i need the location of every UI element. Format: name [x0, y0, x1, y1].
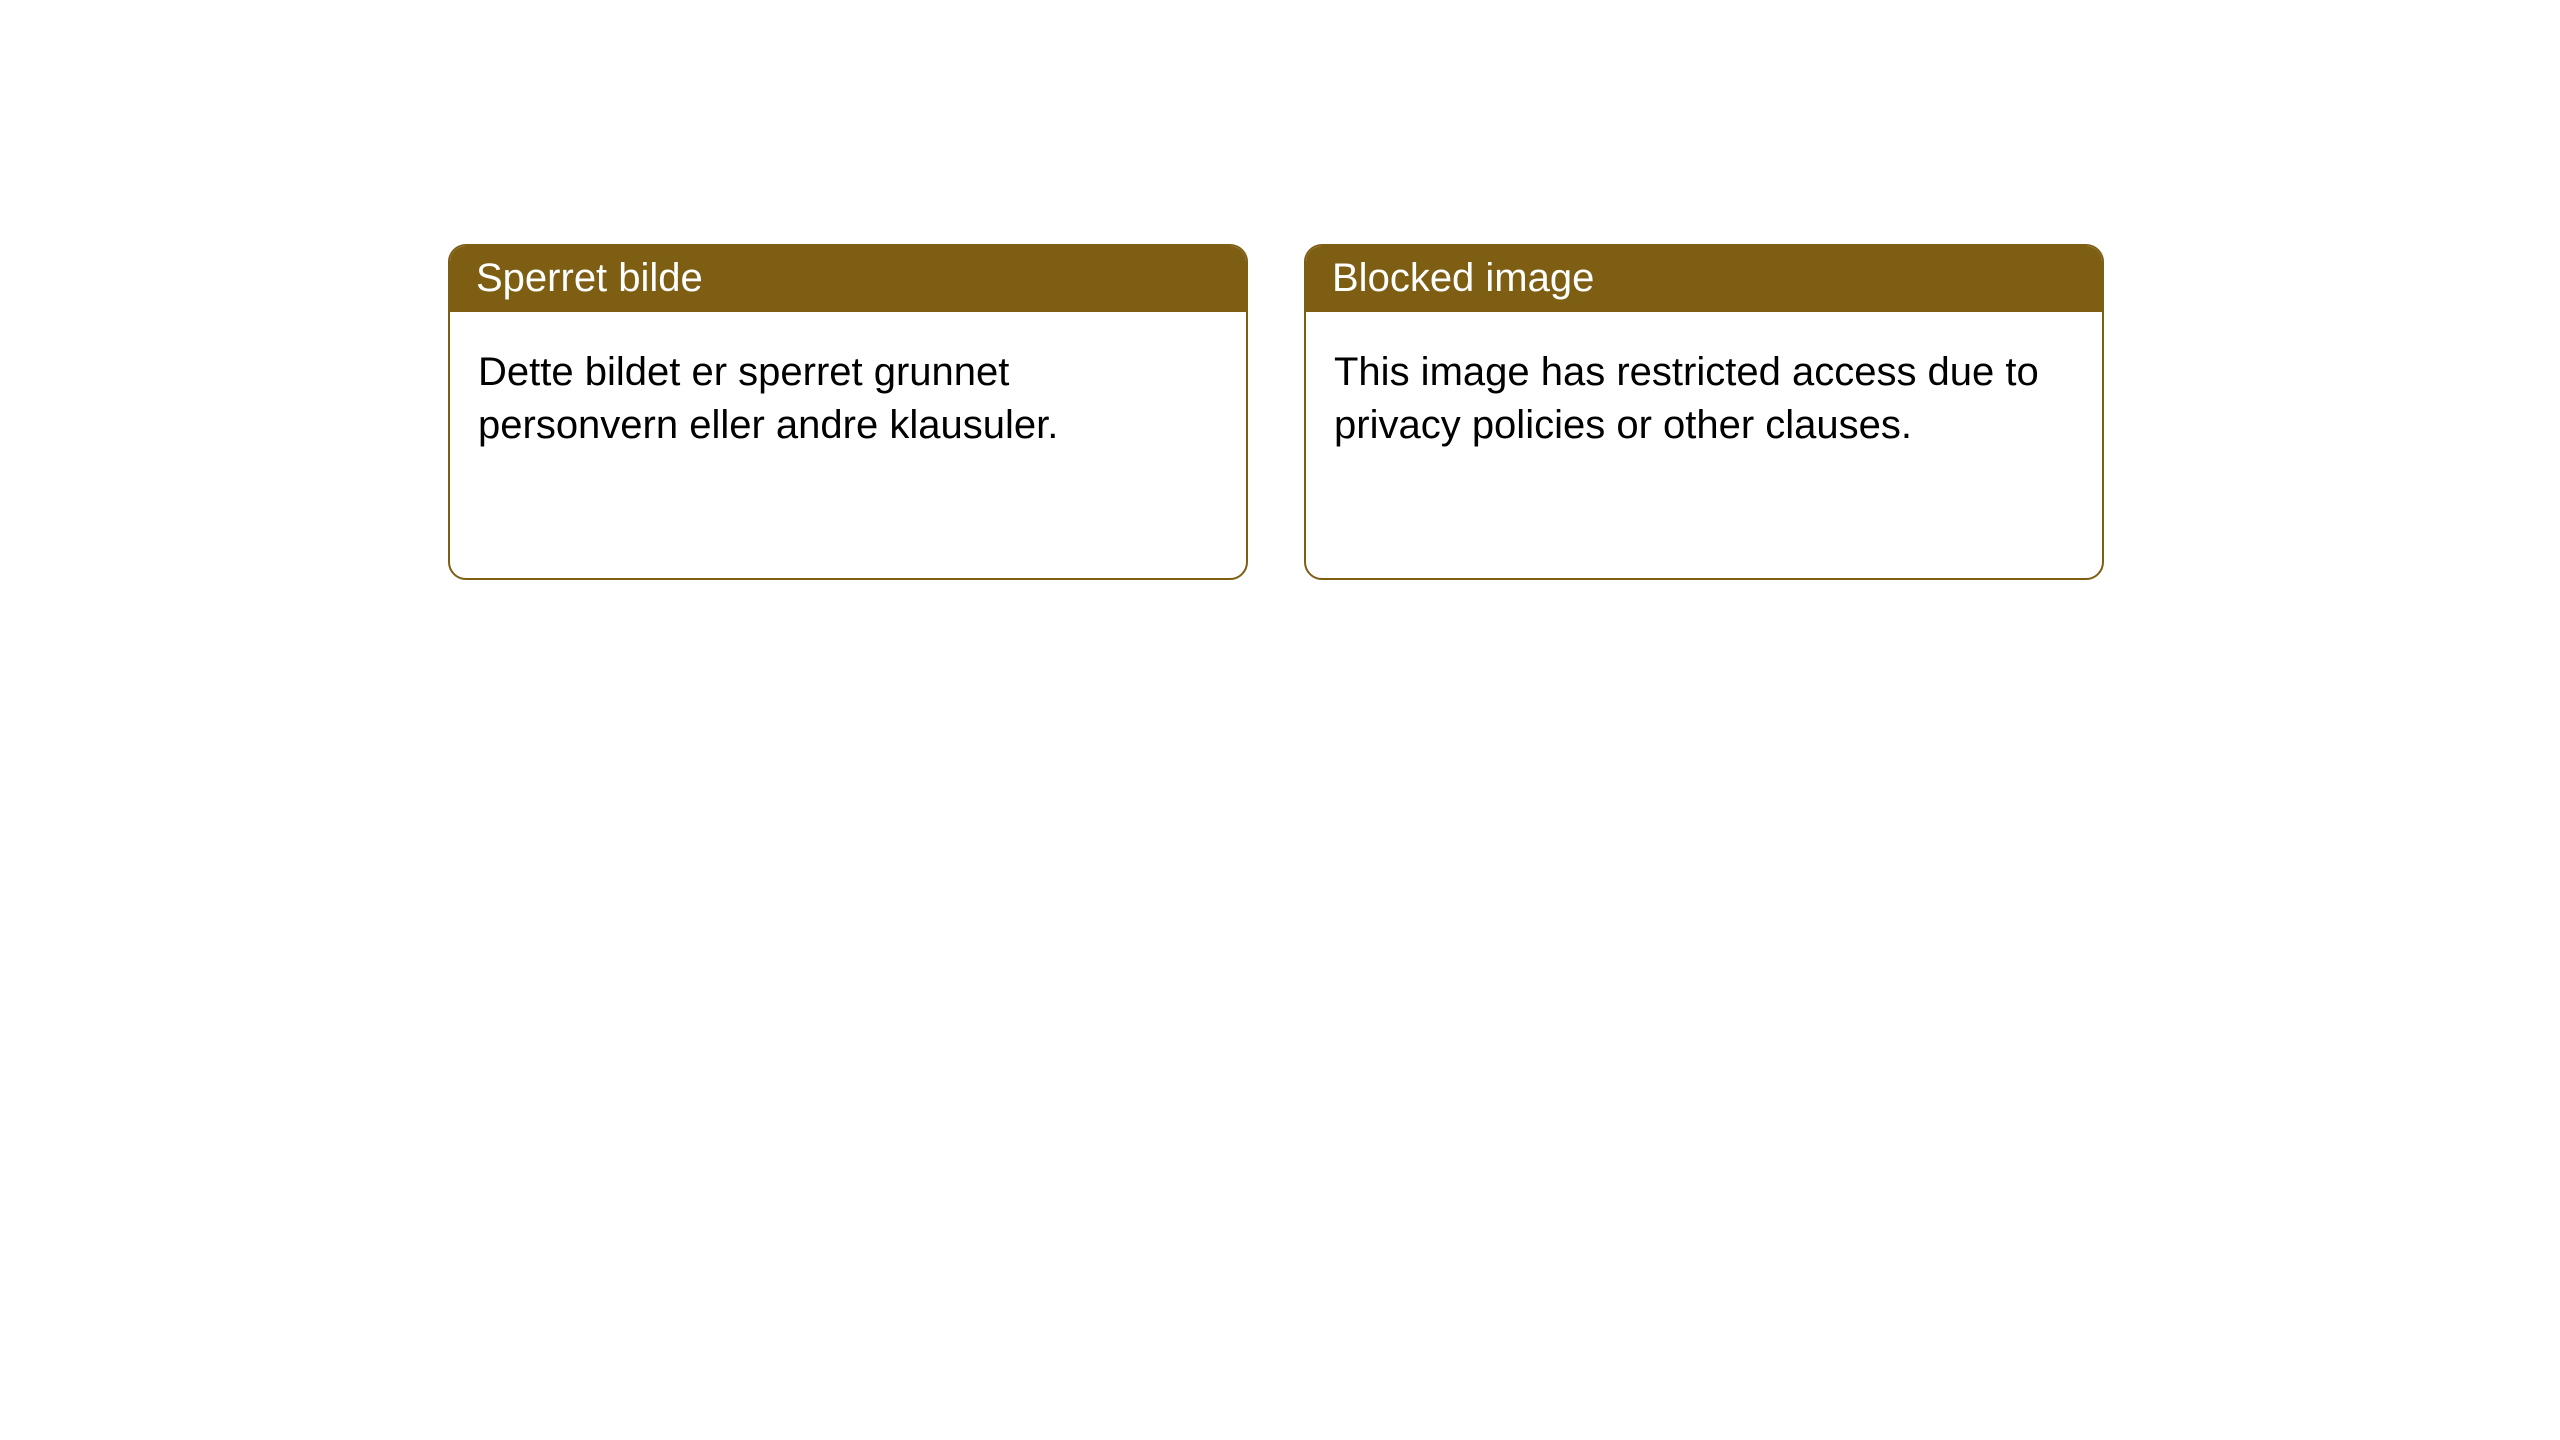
- notice-title: Blocked image: [1306, 246, 2102, 312]
- notice-body: Dette bildet er sperret grunnet personve…: [450, 312, 1246, 486]
- notice-box-english: Blocked image This image has restricted …: [1304, 244, 2104, 580]
- notice-box-norwegian: Sperret bilde Dette bildet er sperret gr…: [448, 244, 1248, 580]
- notice-container: Sperret bilde Dette bildet er sperret gr…: [448, 244, 2104, 580]
- notice-title: Sperret bilde: [450, 246, 1246, 312]
- notice-body: This image has restricted access due to …: [1306, 312, 2102, 486]
